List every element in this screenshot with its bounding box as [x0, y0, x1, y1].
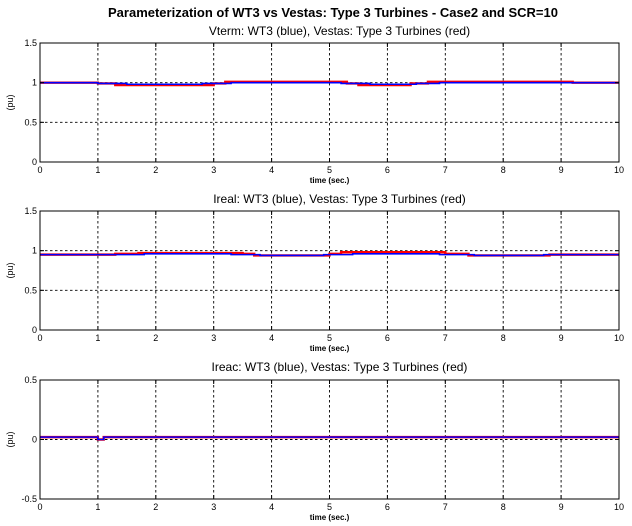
figure-title: Parameterization of WT3 vs Vestas: Type … — [108, 5, 558, 20]
x-tick-label: 4 — [269, 333, 274, 343]
x-tick-label: 5 — [327, 333, 332, 343]
x-tick-label: 3 — [211, 333, 216, 343]
chart-panel-2: 0 1 2 3 4 5 6 7 8 9 10 0 0.5 1 1.5 Ireal: WT3 (blue), V… — [5, 192, 624, 353]
y-tick-label: 1.5 — [24, 206, 37, 216]
chart-title: Ireac: WT3 (blue), Vestas: Type 3 Turbin… — [212, 360, 468, 374]
x-tick-label: 9 — [559, 165, 564, 175]
y-tick-label: 1 — [32, 78, 37, 88]
x-tick-label: 9 — [559, 502, 564, 512]
plot-area — [40, 43, 619, 162]
x-tick-label: 6 — [385, 333, 390, 343]
y-axis-label: (pu) — [5, 431, 15, 447]
x-tick-label: 10 — [614, 502, 624, 512]
x-tick-label: 6 — [385, 502, 390, 512]
y-tick-label: 0.5 — [24, 285, 37, 295]
x-tick-label: 2 — [153, 502, 158, 512]
y-tick-label: 0 — [32, 157, 37, 167]
chart-panel-1: 0 1 2 3 4 5 6 7 8 9 10 0 0.5 1 1.5 Vterm: WT3 (blue), V… — [5, 24, 624, 185]
x-tick-label: 7 — [443, 502, 448, 512]
chart-title: Ireal: WT3 (blue), Vestas: Type 3 Turbin… — [213, 192, 466, 206]
x-axis-label: time (sec.) — [310, 176, 350, 185]
x-tick-label: 2 — [153, 333, 158, 343]
x-tick-label: 0 — [37, 502, 42, 512]
series-line-wt3 — [40, 253, 619, 257]
x-tick-label: 1 — [95, 165, 100, 175]
x-tick-label: 2 — [153, 165, 158, 175]
series-line-wt3 — [40, 436, 619, 441]
x-tick-label: 0 — [37, 165, 42, 175]
chart-title: Vterm: WT3 (blue), Vestas: Type 3 Turbin… — [209, 24, 470, 38]
y-tick-label: 0 — [32, 435, 37, 445]
x-tick-label: 5 — [327, 165, 332, 175]
x-tick-label: 8 — [501, 165, 506, 175]
x-axis-label: time (sec.) — [310, 513, 350, 522]
x-tick-label: 1 — [95, 333, 100, 343]
x-tick-label: 0 — [37, 333, 42, 343]
x-tick-label: 7 — [443, 165, 448, 175]
y-axis-label: (pu) — [5, 94, 15, 110]
x-tick-label: 5 — [327, 502, 332, 512]
y-tick-label: 0 — [32, 325, 37, 335]
x-axis-label: time (sec.) — [310, 344, 350, 353]
x-tick-label: 8 — [501, 502, 506, 512]
x-tick-label: 3 — [211, 165, 216, 175]
y-tick-label: 0.5 — [24, 117, 37, 127]
x-tick-label: 4 — [269, 502, 274, 512]
plot-area — [40, 211, 619, 330]
y-tick-label: 1.5 — [24, 38, 37, 48]
x-tick-label: 10 — [614, 165, 624, 175]
x-tick-label: 4 — [269, 165, 274, 175]
x-tick-label: 8 — [501, 333, 506, 343]
x-tick-label: 3 — [211, 502, 216, 512]
series-line-wt3 — [40, 81, 619, 86]
y-tick-label: 0.5 — [24, 375, 37, 385]
y-tick-label: -0.5 — [21, 494, 37, 504]
y-tick-label: 1 — [32, 246, 37, 256]
x-tick-label: 10 — [614, 333, 624, 343]
x-tick-label: 1 — [95, 502, 100, 512]
x-tick-label: 6 — [385, 165, 390, 175]
x-tick-label: 7 — [443, 333, 448, 343]
x-tick-label: 9 — [559, 333, 564, 343]
y-axis-label: (pu) — [5, 262, 15, 278]
